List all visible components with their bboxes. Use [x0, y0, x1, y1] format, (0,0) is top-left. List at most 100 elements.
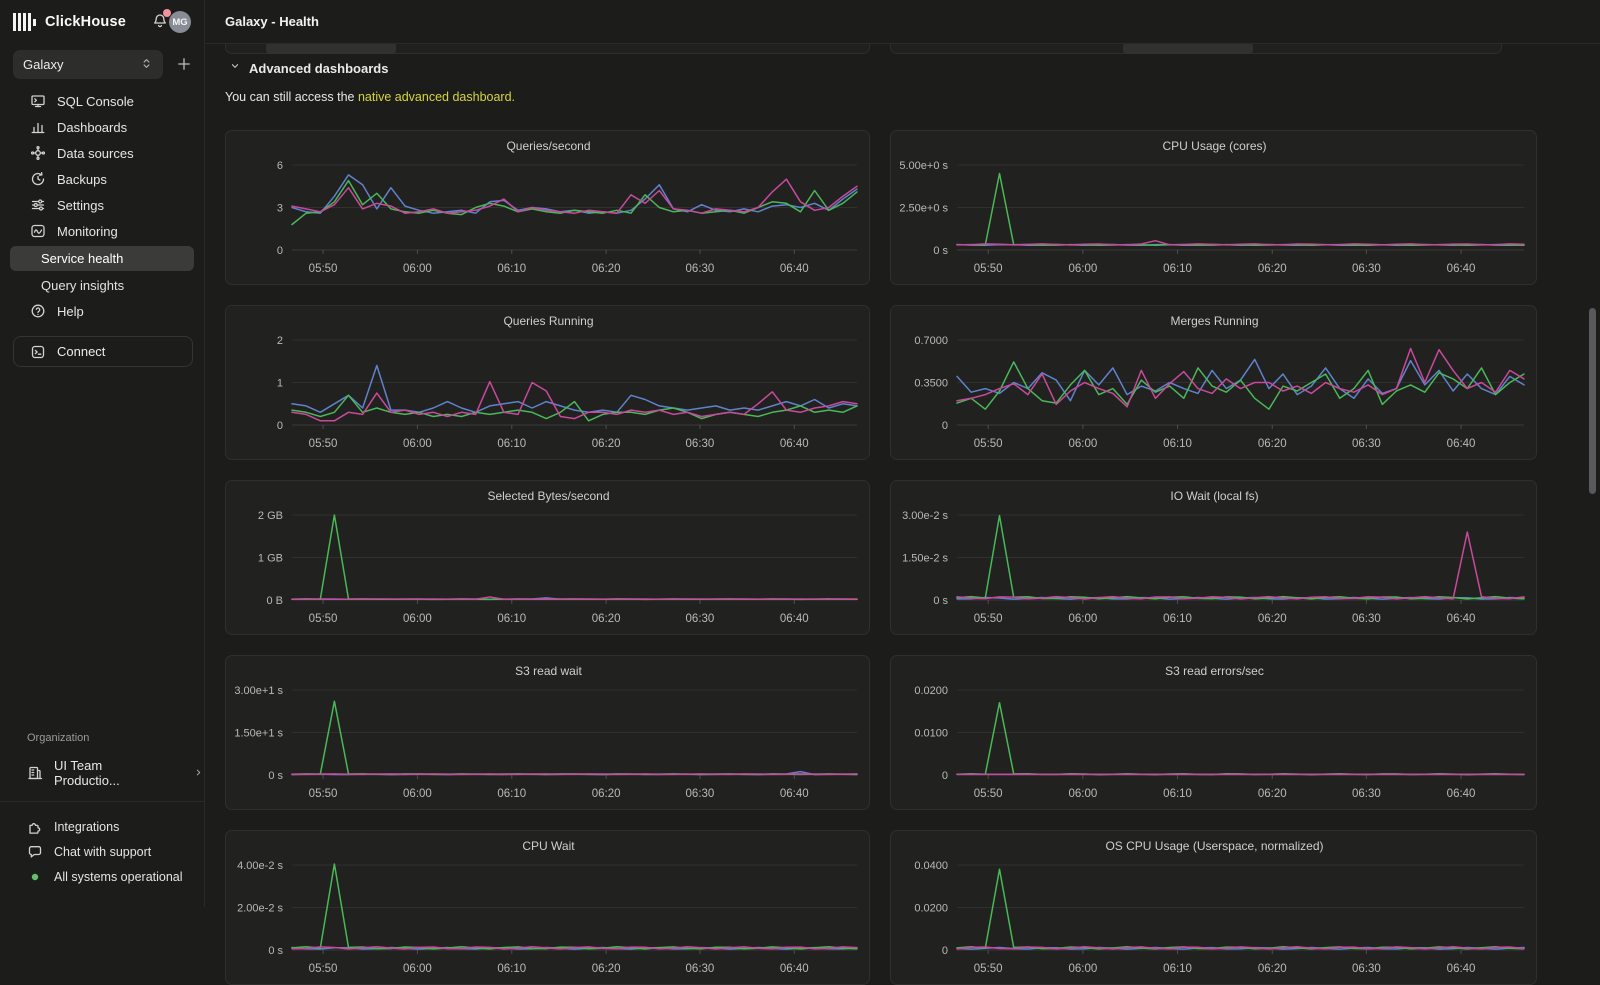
chart-title: CPU Usage (cores)	[1162, 139, 1266, 153]
organization-label: Organization	[27, 732, 90, 744]
x-axis-tick-label: 05:50	[974, 963, 1003, 975]
sidebar-item-label: Settings	[57, 197, 104, 213]
main-content: Galaxy - Health Advanced dashboards You …	[205, 0, 1600, 985]
connect-button[interactable]: Connect	[13, 336, 193, 367]
sidebar: ClickHouse MG Galaxy SQL Console Dashboar…	[0, 0, 205, 907]
x-axis-tick-label: 05:50	[974, 263, 1003, 275]
chart-title: CPU Wait	[522, 839, 575, 853]
vertical-scrollbar-thumb[interactable]	[1589, 308, 1596, 494]
series-replica-3	[291, 773, 858, 776]
avatar[interactable]: MG	[169, 11, 191, 33]
series-replica-1	[291, 364, 858, 414]
integrations-icon	[27, 819, 43, 835]
y-axis-tick-label: 1 GB	[258, 553, 283, 565]
x-axis-tick-label: 06:30	[1352, 788, 1381, 800]
notice-text: You can still access the	[225, 90, 358, 104]
sidebar-subitem-label: Service health	[41, 251, 124, 266]
series-replica-2	[956, 868, 1525, 950]
sidebar-footer: Integrations Chat with support All systems…	[0, 801, 204, 889]
y-axis-tick-label: 3	[277, 203, 283, 215]
y-axis-tick-label: 3.00e-2 s	[902, 510, 948, 522]
status-dot-icon	[27, 869, 43, 885]
x-axis-tick-label: 06:30	[686, 788, 715, 800]
x-axis-tick-label: 06:00	[403, 613, 432, 625]
y-axis-tick-label: 2.00e-2 s	[237, 903, 283, 915]
x-axis-tick-label: 06:10	[1163, 263, 1192, 275]
x-axis-tick-label: 06:30	[686, 613, 715, 625]
sidebar-item-monitoring[interactable]: Monitoring	[0, 218, 204, 244]
y-axis-tick-label: 0	[942, 420, 948, 432]
x-axis-tick-label: 06:30	[1352, 963, 1381, 975]
chart-queries-second: Queries/second 6 3 0 05:50 06:00 06:10 06:20 06:…	[277, 139, 858, 275]
partial-button-left[interactable]	[266, 42, 396, 54]
sidebar-subitem-service-health[interactable]: Service health	[10, 246, 194, 271]
series-replica-2	[956, 172, 1525, 246]
service-selector-value: Galaxy	[23, 57, 64, 72]
x-axis-tick-label: 06:40	[780, 613, 809, 625]
sidebar-subitem-query-insights[interactable]: Query insights	[0, 273, 204, 298]
sidebar-item-sql-console[interactable]: SQL Console	[0, 88, 204, 114]
x-axis-tick-label: 06:00	[1068, 613, 1097, 625]
x-axis-tick-label: 05:50	[974, 613, 1003, 625]
x-axis-tick-label: 05:50	[309, 438, 338, 450]
y-axis-tick-label: 0.0200	[914, 903, 948, 915]
building-icon	[27, 765, 43, 781]
notifications-bell-icon[interactable]	[152, 13, 170, 31]
chart-title: S3 read wait	[515, 664, 582, 678]
x-axis-tick-label: 06:20	[592, 613, 621, 625]
y-axis-tick-label: 2 GB	[258, 510, 283, 522]
sidebar-item-data-sources[interactable]: Data sources	[0, 140, 204, 166]
series-replica-3	[291, 596, 858, 601]
chart-card-queries-running: Queries Running 2 1 0 05:50 06:00 06:10 06:20 06…	[225, 305, 870, 460]
series-replica-2	[956, 361, 1525, 410]
x-axis-tick-label: 06:40	[1447, 963, 1476, 975]
x-axis-tick-label: 06:00	[1068, 438, 1097, 450]
charts-grid: Queries/second 6 3 0 05:50 06:00 06:10 06:20 06:…	[225, 130, 1537, 985]
chart-card-s3-read-wait: S3 read wait 3.00e+1 s 1.50e+1 s 0 s 05:50 06…	[225, 655, 870, 810]
sidebar-item-label: Monitoring	[57, 223, 118, 239]
sidebar-item-label: Backups	[57, 171, 107, 187]
footer-item-all-systems-operational[interactable]: All systems operational	[0, 864, 204, 889]
sidebar-item-label: Data sources	[57, 145, 134, 161]
x-axis-tick-label: 06:20	[1258, 963, 1287, 975]
organization-switcher[interactable]: UI Team Productio...	[0, 758, 204, 788]
clickhouse-logo[interactable]: ClickHouse	[13, 13, 126, 31]
x-axis-tick-label: 06:20	[1258, 788, 1287, 800]
y-axis-tick-label: 3.00e+1 s	[234, 685, 283, 697]
x-axis-tick-label: 06:10	[497, 788, 526, 800]
y-axis-tick-label: 0.0200	[914, 685, 948, 697]
chart-title: IO Wait (local fs)	[1170, 489, 1258, 503]
chart-title: Queries/second	[506, 139, 590, 153]
footer-item-label: Chat with support	[54, 844, 152, 859]
add-service-button[interactable]	[176, 56, 193, 73]
sidebar-item-backups[interactable]: Backups	[0, 166, 204, 192]
series-replica-3	[956, 239, 1525, 246]
x-axis-tick-label: 06:30	[686, 438, 715, 450]
chart-selected-bytes-second: Selected Bytes/second 2 GB 1 GB 0 B 05:50 06:…	[258, 489, 858, 625]
series-replica-3	[956, 531, 1525, 600]
sidebar-subitem-label: Query insights	[41, 278, 125, 293]
footer-item-integrations[interactable]: Integrations	[0, 814, 204, 839]
sidebar-item-dashboards[interactable]: Dashboards	[0, 114, 204, 140]
sidebar-item-settings[interactable]: Settings	[0, 192, 204, 218]
chart-card-queries-second: Queries/second 6 3 0 05:50 06:00 06:10 06:20 06:…	[225, 130, 870, 285]
partial-button-right[interactable]	[1123, 42, 1253, 54]
x-axis-tick-label: 06:40	[1447, 438, 1476, 450]
y-axis-tick-label: 1	[277, 378, 283, 390]
native-advanced-dashboard-link[interactable]: native advanced dashboard.	[357, 90, 516, 104]
footer-item-label: Integrations	[54, 819, 120, 834]
y-axis-tick-label: 6	[277, 160, 283, 172]
connect-label: Connect	[57, 344, 106, 359]
x-axis-tick-label: 06:40	[1447, 263, 1476, 275]
footer-item-chat-with-support[interactable]: Chat with support	[0, 839, 204, 864]
chevron-down-icon	[229, 59, 241, 77]
chart-card-io-wait-local-fs: IO Wait (local fs) 3.00e-2 s 1.50e-2 s 0 s 0…	[890, 480, 1537, 635]
advanced-dashboards-toggle[interactable]: Advanced dashboards	[229, 59, 388, 77]
chart-title: Queries Running	[503, 314, 593, 328]
sidebar-item-help[interactable]: Help	[0, 298, 204, 324]
x-axis-tick-label: 06:10	[497, 263, 526, 275]
chevron-right-icon	[193, 766, 204, 781]
x-axis-tick-label: 06:40	[780, 963, 809, 975]
service-selector[interactable]: Galaxy	[13, 50, 163, 79]
chart-os-cpu-usage-userspace-normalized: OS CPU Usage (Userspace, normalized) 0.04…	[914, 839, 1525, 975]
